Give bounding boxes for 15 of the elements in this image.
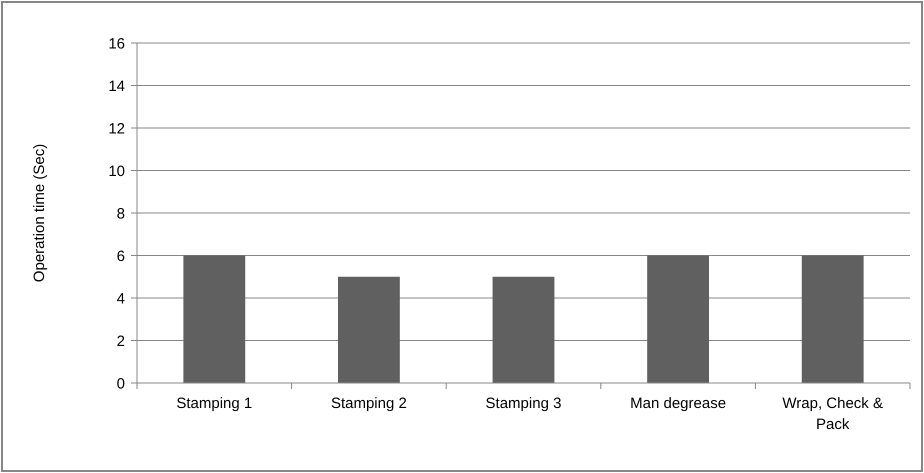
y-tick-label: 10 [108,162,125,180]
y-tick-label: 8 [116,205,125,222]
y-tick-label: 0 [116,375,125,392]
x-tick-label: Stamping 3 [486,395,562,412]
y-tick-label: 12 [108,120,125,138]
y-tick-label: 14 [108,78,125,95]
x-tick-label: Stamping 1 [176,395,252,412]
y-tick-label: 4 [116,290,125,308]
y-axis-title: Operation time (Sec) [31,144,48,282]
y-tick-label: 16 [108,35,125,52]
y-tick-label: 6 [116,248,125,265]
x-tick-label: Stamping 2 [330,395,407,412]
x-tick-label: Wrap, Check & Pack [782,395,883,433]
y-tick-label: 2 [116,332,125,350]
x-tick-label: Man degrease [630,395,726,412]
